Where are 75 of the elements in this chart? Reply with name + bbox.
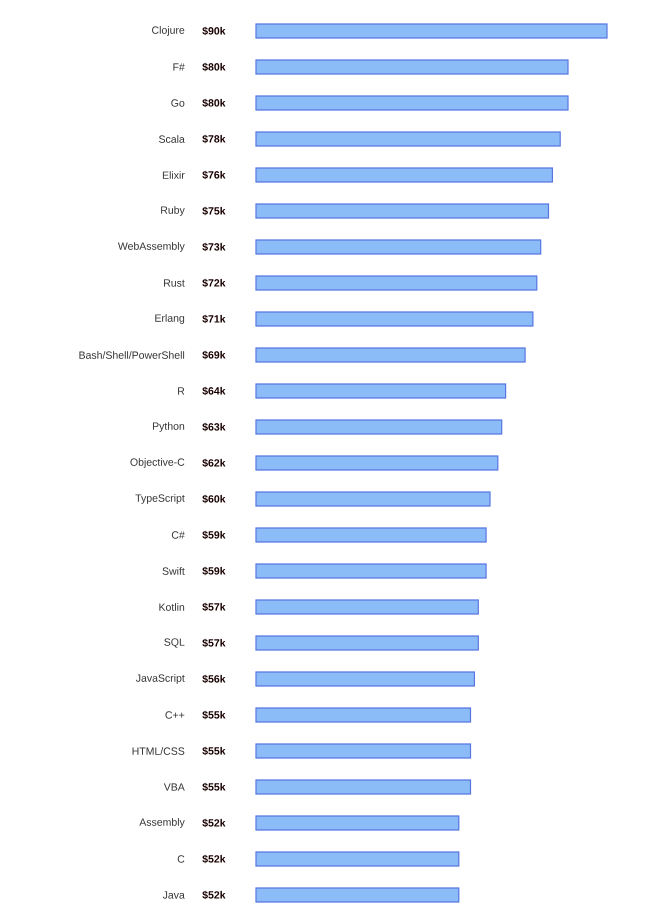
- data-label: $60k: [202, 494, 226, 504]
- y-tick-label: C#: [172, 531, 185, 539]
- data-label: $75k: [202, 206, 226, 216]
- data-label: $52k: [202, 890, 226, 900]
- y-tick-label: Kotlin: [159, 603, 184, 611]
- bar: [255, 707, 472, 723]
- bar: [255, 275, 538, 291]
- data-label: $71k: [202, 314, 226, 324]
- y-tick-label: WebAssembly: [118, 242, 185, 252]
- data-label: $52k: [202, 818, 226, 828]
- y-tick-label: Elixir: [162, 171, 185, 179]
- bar: [255, 311, 534, 327]
- data-label: $63k: [202, 422, 226, 432]
- bar: [255, 599, 479, 615]
- bar: [255, 851, 460, 867]
- y-tick-label: Clojure: [152, 26, 184, 36]
- y-tick-label: Swift: [162, 567, 185, 575]
- data-label: $64k: [202, 386, 226, 396]
- y-tick-label: Bash/Shell/PowerShell: [79, 351, 184, 359]
- bar: [255, 815, 460, 831]
- data-label: $55k: [202, 710, 226, 720]
- data-label: $57k: [202, 602, 226, 612]
- y-tick-label: Rust: [164, 279, 185, 287]
- y-tick-label: Go: [171, 99, 184, 107]
- bar: [255, 635, 479, 651]
- y-tick-label: Objective-C: [130, 458, 184, 468]
- data-label: $76k: [202, 170, 226, 180]
- bar: [255, 563, 487, 579]
- bar: [255, 23, 608, 39]
- bar: [255, 239, 542, 255]
- data-label: $73k: [202, 242, 226, 252]
- data-label: $59k: [202, 566, 226, 576]
- data-label: $55k: [202, 782, 226, 792]
- bar: [255, 203, 550, 219]
- y-tick-label: Python: [152, 422, 184, 432]
- bar: [255, 167, 553, 183]
- bar: [255, 743, 472, 759]
- bar: [255, 419, 502, 435]
- bar: [255, 59, 569, 75]
- y-tick-label: R: [178, 387, 184, 395]
- data-label: $56k: [202, 674, 226, 684]
- y-tick-label: Scala: [159, 135, 185, 143]
- y-tick-label: F#: [173, 63, 185, 71]
- data-label: $62k: [202, 458, 226, 468]
- y-tick-label: TypeScript: [135, 494, 185, 504]
- y-tick-label: Assembly: [139, 818, 185, 828]
- data-label: $80k: [202, 62, 226, 72]
- bar: [255, 347, 526, 363]
- bar: [255, 95, 569, 111]
- y-tick-label: HTML/CSS: [132, 747, 184, 755]
- bar: [255, 671, 475, 687]
- y-tick-label: Erlang: [155, 314, 184, 324]
- y-tick-label: JavaScript: [136, 674, 185, 684]
- y-tick-label: Java: [162, 891, 185, 899]
- y-tick-label: C: [178, 855, 184, 863]
- data-label: $69k: [202, 350, 226, 360]
- data-label: $90k: [202, 26, 226, 36]
- y-tick-label: VBA: [164, 783, 185, 791]
- data-label: $80k: [202, 98, 226, 108]
- data-label: $52k: [202, 854, 226, 864]
- data-label: $59k: [202, 530, 226, 540]
- bar: [255, 887, 460, 903]
- bar: [255, 131, 561, 147]
- bar: [255, 779, 472, 795]
- bar: [255, 527, 487, 543]
- bar: [255, 383, 506, 399]
- y-tick-label: Ruby: [161, 206, 185, 216]
- data-label: $78k: [202, 134, 226, 144]
- data-label: $55k: [202, 746, 226, 756]
- y-tick-label: SQL: [164, 638, 184, 648]
- data-label: $57k: [202, 638, 226, 648]
- bar: [255, 455, 498, 471]
- data-label: $72k: [202, 278, 226, 288]
- bar: [255, 491, 491, 507]
- y-tick-label: C++: [165, 711, 184, 719]
